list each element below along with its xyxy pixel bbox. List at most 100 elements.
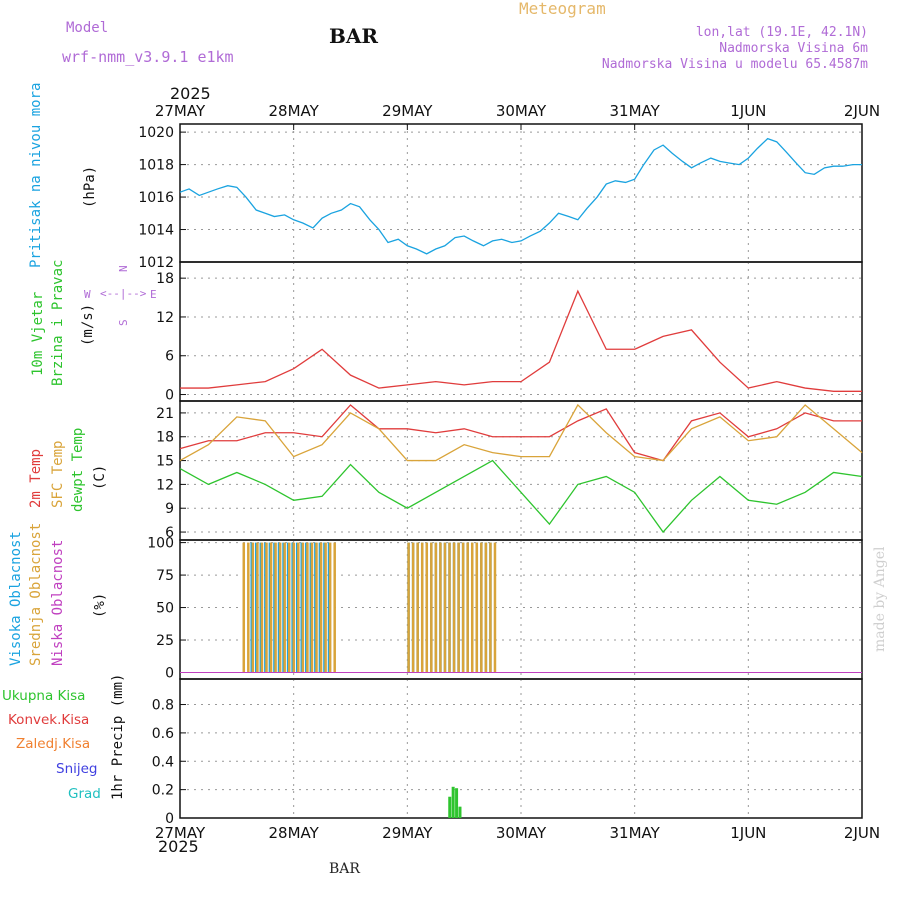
y-tick-label: 25 (156, 633, 174, 649)
cloud-bar-mid_cloud (319, 542, 323, 673)
precip-bar (455, 788, 459, 818)
x-tick-label-top: 27MAY (155, 102, 206, 120)
precip-bar (458, 806, 462, 818)
lonlat-readout: lon,lat (19.1E, 42.1N) (695, 25, 868, 40)
model-altitude-readout: Nadmorska Visina u modelu 65.4587m (601, 57, 868, 72)
cloud-bar-mid_cloud (287, 542, 291, 673)
cloud-bar-mid_cloud (274, 542, 277, 673)
y-tick-label: 15 (156, 454, 174, 470)
y-tick-label: 0 (165, 388, 174, 404)
panel-frame (179, 400, 863, 541)
x-tick-label-bottom: 30MAY (496, 824, 547, 842)
y-tick-label: 0.6 (152, 726, 174, 742)
x-tick-label-bottom: 31MAY (610, 824, 661, 842)
y-tick-label: 0.2 (152, 783, 174, 799)
cloud-bar-mid_cloud (430, 542, 433, 673)
x-tick-label-top: 1JUN (730, 102, 766, 120)
cloud-bar-mid_cloud (480, 542, 483, 673)
precip-legend-snow: Snijeg (56, 761, 98, 777)
cloud-bar-mid_cloud (484, 542, 488, 673)
cloud-bar-mid_cloud (256, 542, 259, 673)
y-tick-label: 6 (165, 349, 174, 365)
precip-legend-conv: Konvek.Kisa (8, 712, 90, 728)
year-top: 2025 (170, 84, 211, 103)
cloud-bar-mid_cloud (452, 542, 456, 673)
cloud-bar-mid_cloud (328, 542, 332, 673)
cloud-bar-mid_cloud (457, 542, 460, 673)
y-tick-label: 18 (156, 271, 174, 287)
y-tick-label: 0.8 (152, 698, 174, 714)
x-tick-label-top: 28MAY (269, 102, 320, 120)
y-tick-label: 18 (156, 430, 174, 446)
x-tick-label-bottom: 1JUN (730, 824, 766, 842)
footer-station: BAR (329, 861, 360, 877)
y-tick-label: 1018 (138, 158, 174, 174)
y-tick-label: 100 (147, 536, 174, 552)
x-tick-label-top: 2JUN (844, 102, 880, 120)
page-title: BAR (329, 24, 379, 48)
cloud-bar-mid_cloud (443, 542, 447, 673)
compass-w: W (84, 288, 91, 301)
cloud-bar-mid_cloud (269, 542, 273, 673)
cloud-bar-mid_cloud (278, 542, 282, 673)
year-bottom: 2025 (158, 837, 199, 856)
compass-arrows-icon: <--|--> (100, 287, 147, 300)
altitude-readout: Nadmorska Visina 6m (719, 41, 868, 56)
cloud-bar-mid_cloud (310, 542, 314, 673)
y-tick-label: 6 (165, 525, 174, 541)
cloud-bar-mid_cloud (466, 542, 469, 673)
y-tick-label: 9 (165, 501, 174, 517)
cloud-bar-mid_cloud (448, 542, 451, 673)
y-tick-label: 50 (156, 601, 174, 617)
cloud-bar-mid_cloud (439, 542, 442, 673)
y-tick-label: 1016 (138, 190, 174, 206)
precip-legend-hail: Grad (68, 786, 101, 802)
precip-legend-total: Ukupna Kisa (2, 688, 86, 704)
cloud-bar-mid_cloud (470, 542, 474, 673)
x-tick-label-bottom: 29MAY (382, 824, 433, 842)
y-tick-label: 0.4 (152, 754, 174, 770)
y-tick-label: 12 (156, 477, 174, 493)
x-tick-label-top: 30MAY (496, 102, 547, 120)
panel-frame (179, 261, 863, 402)
cloud-bar-mid_cloud (283, 542, 286, 673)
cloud-bar-mid_cloud (425, 542, 429, 673)
cloud-bar-mid_cloud (324, 542, 327, 673)
x-tick-label-bottom: 2JUN (844, 824, 880, 842)
cloud-bar-mid_cloud (489, 542, 492, 673)
precip-bar (451, 786, 455, 818)
y-tick-label: 1020 (138, 125, 174, 141)
x-tick-label-top: 31MAY (610, 102, 661, 120)
model-name: wrf-nmm_v3.9.1 e1km (62, 48, 234, 66)
model-label: Model (66, 20, 109, 36)
y-tick-label: 75 (156, 568, 174, 584)
cloud-bar-mid_cloud (260, 542, 264, 673)
cloud-bar-mid_cloud (301, 542, 305, 673)
cloud-bar-mid_cloud (493, 542, 497, 673)
y-tick-label: 0 (165, 666, 174, 682)
cloud-bar-mid_cloud (247, 542, 250, 673)
series-line-sfc (179, 403, 863, 462)
y-tick-label: 1014 (138, 223, 174, 239)
cloud-bar-mid_cloud (242, 542, 246, 673)
cloud-bar-mid_cloud (407, 542, 410, 673)
x-tick-label-top: 29MAY (382, 102, 433, 120)
y-tick-label: 0 (165, 811, 174, 827)
series-line-pressure (179, 137, 862, 255)
cloud-bar-mid_cloud (315, 542, 318, 673)
series-line-wind_speed (180, 289, 862, 392)
compass-e: E (150, 288, 157, 301)
y-tick-label: 1012 (138, 255, 174, 271)
series-line-temp2m (179, 404, 862, 462)
cloud-bar-mid_cloud (333, 542, 336, 673)
y-tick-label: 12 (156, 310, 174, 326)
cloud-bar-mid_cloud (251, 542, 255, 673)
x-tick-label-bottom: 28MAY (269, 824, 320, 842)
cloud-bar-mid_cloud (475, 542, 479, 673)
precip-bar (448, 796, 452, 818)
cloud-bar-mid_cloud (420, 542, 424, 673)
meteogram-title: Meteogram (519, 0, 606, 18)
x-tick-label-bottom: 27MAY (155, 824, 206, 842)
cloud-bar-mid_cloud (292, 542, 296, 673)
